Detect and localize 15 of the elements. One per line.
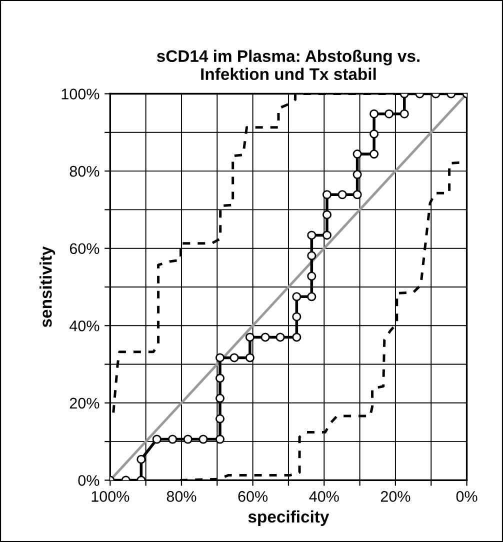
x-tick-label: 80% xyxy=(166,491,196,502)
x-tick-label: 100% xyxy=(92,491,130,502)
x-tick-label: 20% xyxy=(380,491,410,502)
y-tick-label: 100% xyxy=(62,88,100,100)
y-tick-label: 20% xyxy=(70,398,100,409)
x-tick-label: 60% xyxy=(238,491,268,502)
y-axis-title: sensitivity xyxy=(40,246,56,328)
y-tick-label: 40% xyxy=(70,320,100,332)
y-tick-label: 0% xyxy=(78,475,100,486)
x-tick-label: 40% xyxy=(309,491,339,502)
y-tick-label: 80% xyxy=(70,166,100,177)
y-tick-label: 60% xyxy=(70,243,100,254)
x-axis-title: specificity xyxy=(248,510,330,526)
x-tick-label: 0% xyxy=(456,491,478,502)
chart-title: sCD14 im Plasma: Abstoßung vs. Infektion und Tx stabil xyxy=(156,50,420,80)
